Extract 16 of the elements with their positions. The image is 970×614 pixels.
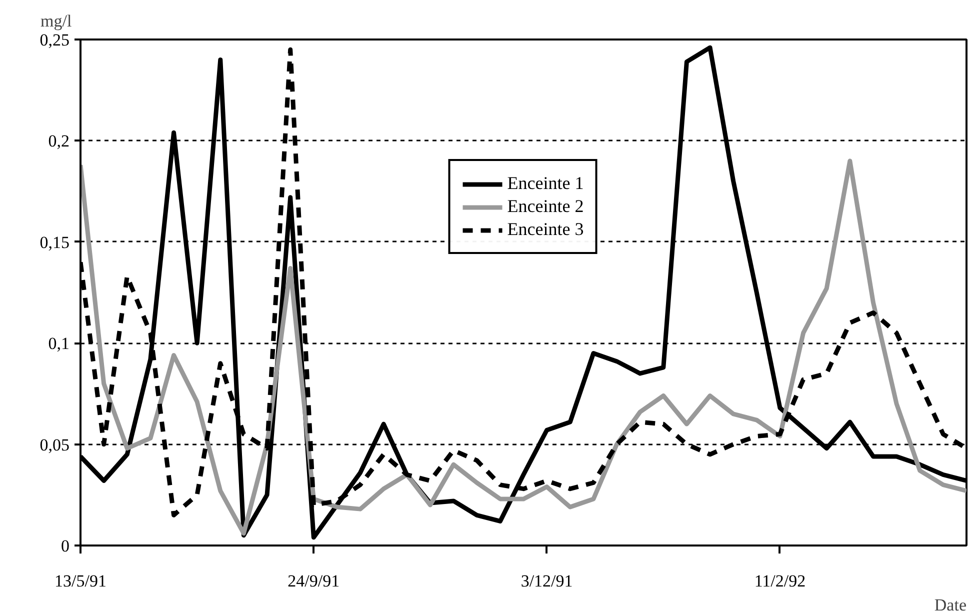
x-axis-title: Date [934, 596, 967, 614]
x-tick-label: 13/5/91 [54, 572, 106, 590]
x-tick-label: 11/2/92 [754, 572, 806, 590]
y-axis-title: mg/l [40, 12, 72, 30]
legend-label: Enceinte 1 [507, 173, 584, 194]
y-tick-label: 0,2 [48, 132, 70, 151]
y-tick-label: 0,15 [40, 232, 70, 252]
legend-label: Enceinte 2 [507, 196, 584, 217]
y-tick-label: 0,25 [40, 30, 70, 50]
y-tick-label: 0,1 [48, 334, 70, 354]
legend-label: Enceinte 3 [507, 219, 584, 240]
line-series [80, 158, 966, 536]
y-tick-label: 0,05 [40, 435, 70, 454]
x-tick-label: 24/9/91 [288, 572, 340, 590]
x-tick-label: 3/12/91 [520, 572, 573, 590]
y-tick-label: 0 [61, 536, 70, 556]
